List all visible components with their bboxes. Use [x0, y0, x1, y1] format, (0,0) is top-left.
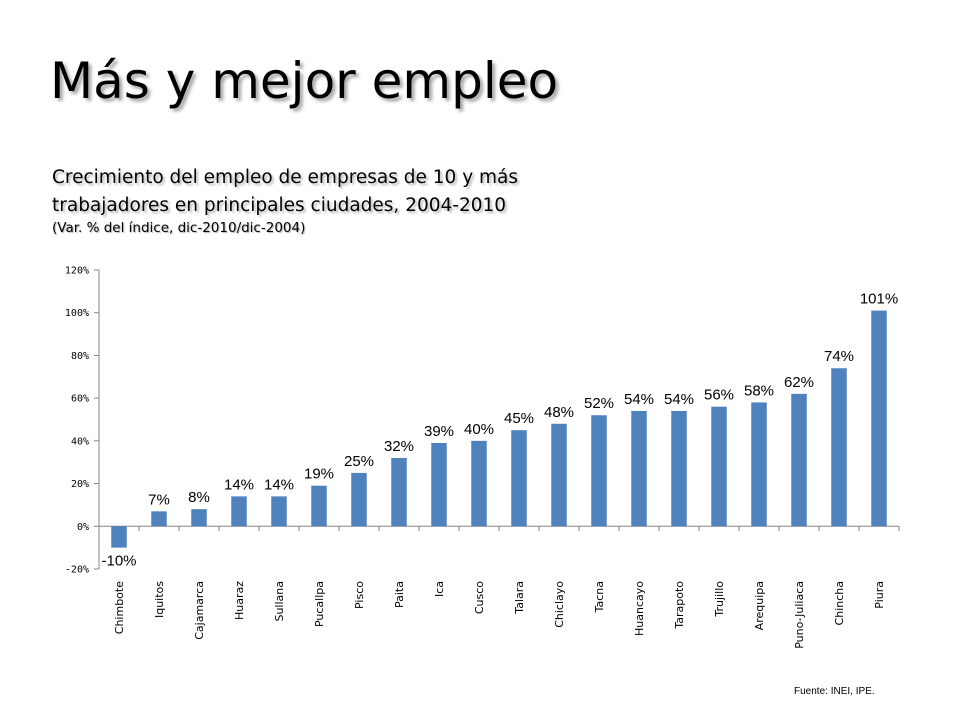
data-label: 52%	[584, 395, 614, 412]
category-label: Arequipa	[753, 581, 766, 630]
category-label: Puno-Juliaca	[793, 581, 806, 649]
category-label: Talara	[513, 581, 526, 615]
category-label: Iquitos	[153, 581, 166, 618]
category-label: Piura	[873, 581, 886, 609]
y-tick-label: 100%	[65, 308, 89, 319]
bar	[631, 410, 647, 527]
bar	[231, 496, 247, 527]
data-label: 56%	[704, 387, 734, 404]
bar	[711, 406, 727, 527]
category-label: Cajamarca	[193, 581, 206, 640]
bar	[271, 496, 287, 527]
category-label: Huaraz	[233, 581, 246, 620]
bar	[551, 423, 567, 527]
category-label: Chincha	[833, 581, 846, 625]
bar	[191, 509, 207, 527]
data-label: 54%	[624, 391, 654, 408]
data-label: 8%	[188, 489, 210, 506]
data-label: 54%	[664, 391, 694, 408]
data-label: 19%	[304, 466, 334, 483]
bar	[871, 310, 887, 527]
bar	[471, 440, 487, 527]
data-label: 7%	[148, 491, 170, 508]
category-label: Sullana	[273, 581, 286, 622]
data-label: 14%	[224, 476, 254, 493]
subtitle-line-1: Crecimiento del empleo de empresas de 10…	[52, 167, 519, 188]
category-label: Chimbote	[113, 581, 126, 634]
y-tick-label: 60%	[71, 394, 89, 405]
chart-subtitle: Crecimiento del empleo de empresas de 10…	[52, 164, 518, 220]
y-tick-label: -20%	[65, 565, 89, 576]
bar	[831, 368, 847, 527]
slide-title: Más y mejor empleo	[50, 52, 559, 110]
data-label: 32%	[384, 438, 414, 455]
bar	[511, 430, 527, 527]
category-label: Tarapoto	[673, 581, 686, 630]
bar	[431, 442, 447, 527]
bar	[791, 393, 807, 527]
bar	[751, 402, 767, 527]
data-label: -10%	[101, 553, 136, 570]
category-label: Cusco	[473, 581, 486, 614]
category-label: Huancayo	[633, 581, 646, 636]
y-tick-label: 120%	[65, 266, 89, 277]
category-label: Paita	[393, 581, 406, 608]
bar	[591, 415, 607, 527]
y-tick-label: 40%	[71, 436, 89, 447]
category-label: Tacna	[593, 581, 606, 613]
category-label: Pisco	[353, 581, 366, 609]
y-tick-label: 20%	[71, 479, 89, 490]
data-label: 40%	[464, 421, 494, 438]
bar	[151, 511, 167, 527]
data-label: 58%	[744, 382, 774, 399]
category-label: Ica	[433, 581, 446, 597]
data-label: 39%	[424, 423, 454, 440]
bar	[311, 485, 327, 527]
y-tick-label: 80%	[71, 351, 89, 362]
data-label: 62%	[784, 374, 814, 391]
subtitle-line-2: trabajadores en principales ciudades, 20…	[52, 195, 507, 216]
bar	[391, 457, 407, 527]
category-label: Trujillo	[713, 581, 726, 618]
bar	[111, 526, 127, 548]
source-note: Fuente: INEI, IPE.	[794, 686, 875, 697]
category-label: Chiclayo	[553, 581, 566, 628]
data-label: 74%	[824, 348, 854, 365]
y-tick-label: 0%	[77, 522, 89, 533]
bar	[351, 472, 367, 527]
data-label: 101%	[860, 291, 898, 308]
bar	[671, 410, 687, 527]
category-label: Pucallpa	[313, 581, 326, 627]
data-label: 45%	[504, 410, 534, 427]
data-label: 25%	[344, 453, 374, 470]
data-label: 14%	[264, 476, 294, 493]
data-label: 48%	[544, 404, 574, 421]
subtitle-note: (Var. % del índice, dic-2010/dic-2004)	[52, 220, 306, 236]
